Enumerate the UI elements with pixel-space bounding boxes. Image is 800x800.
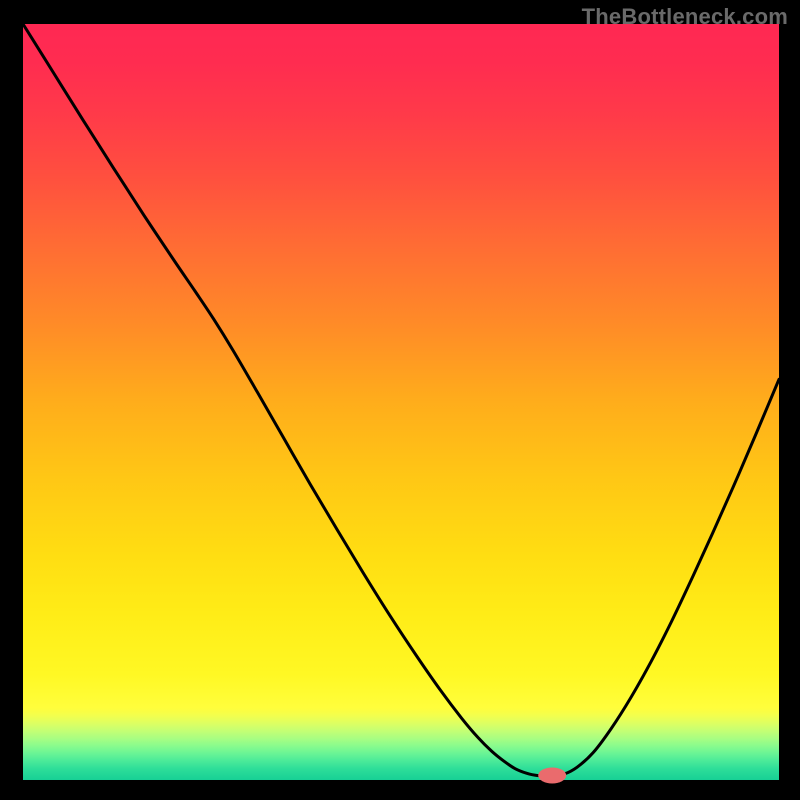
- optimal-point-marker: [538, 767, 566, 783]
- plot-background: [23, 24, 779, 780]
- chart-container: TheBottleneck.com: [0, 0, 800, 800]
- bottleneck-curve-chart: [0, 0, 800, 800]
- watermark-text: TheBottleneck.com: [582, 4, 788, 30]
